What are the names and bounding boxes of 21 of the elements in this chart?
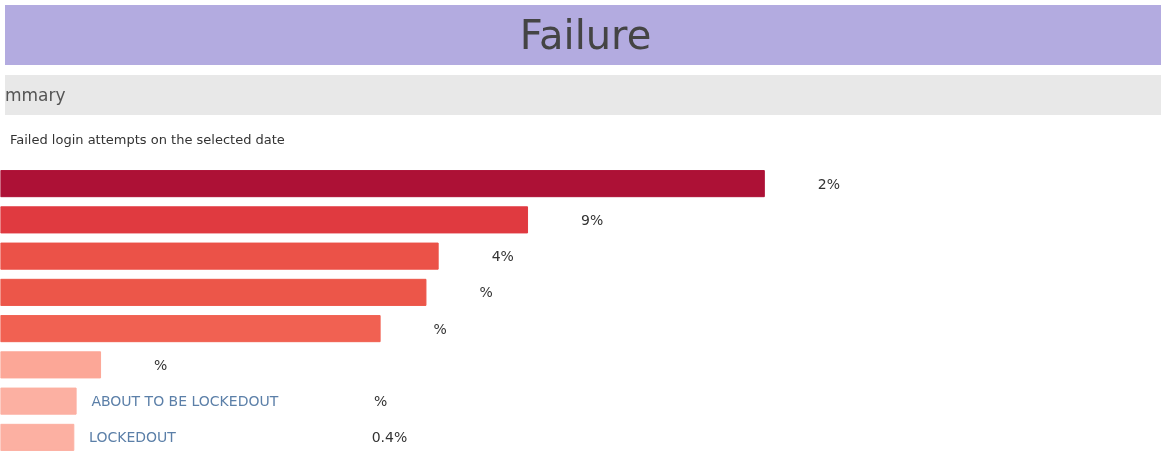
y-tick-label: ABOUT TO BE LOCKEDOUT — [91, 393, 279, 410]
annotation: 0.4% — [371, 429, 408, 446]
bar — [0, 315, 381, 343]
annotation: % — [374, 393, 388, 410]
bar — [0, 351, 102, 379]
text: 2% — [817, 175, 840, 192]
bar — [0, 170, 765, 198]
annotation: 4% — [491, 248, 514, 265]
annotation: 9% — [581, 211, 604, 228]
bar — [0, 387, 77, 415]
bar — [0, 423, 75, 451]
annotation: % — [479, 284, 493, 301]
y-tick-label: LOCKEDOUT — [89, 429, 177, 446]
text: Failed login attempts on the selected date — [10, 131, 285, 149]
bar — [0, 242, 439, 270]
annotation: % — [433, 320, 447, 337]
bar — [0, 206, 529, 234]
bar — [0, 278, 427, 306]
chart-title: Failure — [519, 11, 652, 60]
chart-subtitle: mmary — [5, 84, 66, 107]
annotation: % — [154, 356, 168, 373]
